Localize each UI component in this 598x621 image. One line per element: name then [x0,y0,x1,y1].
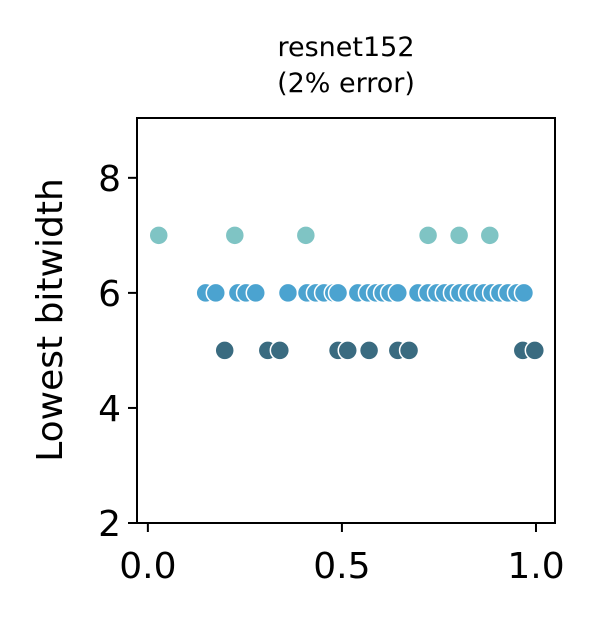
point [277,282,299,304]
point [358,340,380,361]
point [479,225,501,246]
plot-frame [136,117,556,524]
x-tick-label: 0.0 [119,546,176,587]
y-tick-label: 8 [98,159,121,200]
chart-title: (2% error) [277,68,415,99]
point [524,340,546,361]
point [417,225,439,246]
point [214,340,235,361]
point [295,225,317,246]
point [269,340,291,361]
point [387,282,409,304]
point [398,340,420,361]
y-axis-label: Lowest bitwidth [30,178,71,462]
point [327,282,349,304]
point [448,225,470,246]
point [245,282,267,304]
point [148,225,169,246]
point [513,282,535,304]
chart-title: resnet152 [277,32,414,63]
x-tick-label: 1.0 [507,546,564,587]
point [337,340,358,361]
point [205,282,227,304]
y-tick-label: 2 [98,504,121,545]
x-tick-label: 0.5 [313,546,370,587]
y-tick-label: 6 [98,274,121,315]
y-tick-label: 4 [98,389,121,430]
point [224,225,246,246]
